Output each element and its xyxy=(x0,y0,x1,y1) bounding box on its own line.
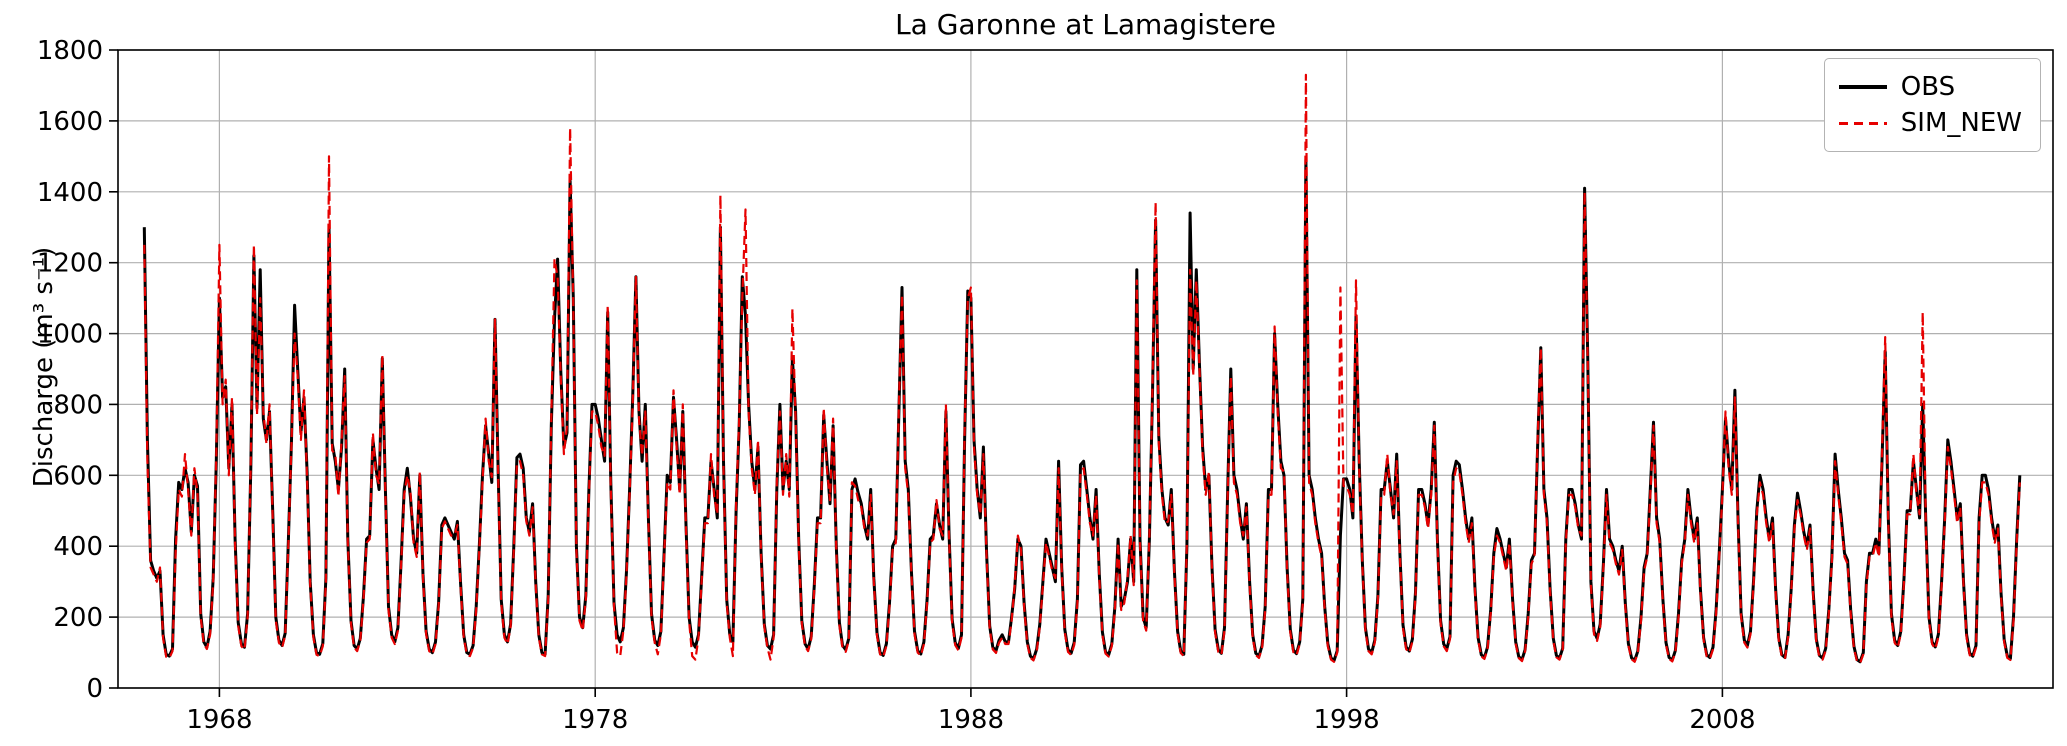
svg-text:1998: 1998 xyxy=(1314,705,1380,735)
chart-title: La Garonne at Lamagistere xyxy=(895,8,1276,41)
svg-text:600: 600 xyxy=(53,461,103,491)
svg-text:1800: 1800 xyxy=(37,36,103,66)
svg-text:1600: 1600 xyxy=(37,107,103,137)
sim-new-line xyxy=(143,73,2021,665)
svg-text:1400: 1400 xyxy=(37,178,103,208)
legend-label-obs: OBS xyxy=(1900,72,1956,102)
svg-text:0: 0 xyxy=(86,674,103,704)
y-tick-labels: 0 200 400 600 800 1000 1200 1400 1600 1800 xyxy=(37,36,103,704)
grid xyxy=(118,49,2053,689)
obs-line-swatch xyxy=(1838,85,1887,89)
y-axis-label: Discharge (m³ s⁻¹) xyxy=(29,246,59,488)
legend: OBS SIM_NEW xyxy=(1823,58,2041,152)
svg-text:1000: 1000 xyxy=(37,320,103,350)
svg-text:1978: 1978 xyxy=(562,705,628,735)
obs-line xyxy=(142,158,2022,664)
svg-text:200: 200 xyxy=(53,603,103,633)
sim-new-line-swatch xyxy=(1838,121,1887,125)
svg-text:2008: 2008 xyxy=(1689,705,1755,735)
x-tick-labels: 1968 1978 1988 1998 2008 xyxy=(186,705,1755,735)
svg-text:1200: 1200 xyxy=(37,249,103,279)
legend-label-sim-new: SIM_NEW xyxy=(1900,108,2022,138)
svg-text:400: 400 xyxy=(53,532,103,562)
svg-text:800: 800 xyxy=(53,390,103,420)
svg-text:1988: 1988 xyxy=(938,705,1004,735)
legend-entry-sim-new: SIM_NEW xyxy=(1838,105,2022,141)
axes-box xyxy=(117,49,2054,689)
tick-marks xyxy=(109,49,1724,697)
svg-text:1968: 1968 xyxy=(186,705,252,735)
legend-entry-obs: OBS xyxy=(1838,69,2022,105)
